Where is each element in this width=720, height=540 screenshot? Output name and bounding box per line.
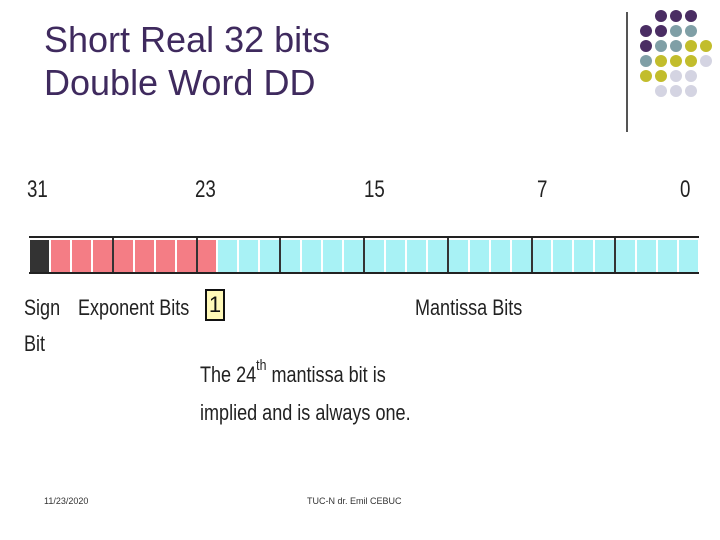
decorative-dot — [670, 55, 682, 67]
exponent-bit-cell — [91, 240, 113, 272]
decorative-dot — [670, 25, 682, 37]
decorative-divider — [626, 12, 628, 132]
decorative-dot — [670, 40, 682, 52]
mantissa-bit-cell — [657, 240, 679, 272]
decorative-dot — [700, 40, 712, 52]
decorative-dot — [685, 55, 697, 67]
mantissa-bit-cell — [384, 240, 406, 272]
decorative-dot — [655, 10, 667, 22]
mantissa-bit-cell — [573, 240, 595, 272]
mantissa-bit-cell — [678, 240, 699, 272]
footer-date: 11/23/2020 — [44, 496, 89, 506]
decorative-dot — [655, 40, 667, 52]
sign-bit-cell — [29, 240, 50, 272]
mantissa-bit-cell — [217, 240, 239, 272]
exponent-bit-cell — [112, 240, 134, 272]
note-superscript: th — [256, 357, 267, 374]
mantissa-bit-cell — [510, 240, 532, 272]
decorative-dot — [640, 25, 652, 37]
mantissa-bit-cell — [259, 240, 281, 272]
nibble-separator — [614, 238, 617, 272]
decorative-dot-grid — [0, 0, 720, 140]
bit-position-23: 23 — [195, 176, 216, 203]
decorative-dot — [685, 25, 697, 37]
title-line-2: Double Word DD — [44, 62, 316, 103]
bit-position-0: 0 — [680, 176, 691, 203]
mantissa-bit-cell — [238, 240, 260, 272]
mantissa-bit-cell — [552, 240, 574, 272]
mantissa-bit-cell — [343, 240, 364, 272]
mantissa-bit-cell — [280, 240, 302, 272]
note-line-1: The 24th mantissa bit is — [200, 356, 411, 394]
decorative-dot — [655, 85, 667, 97]
mantissa-bit-cell — [531, 240, 553, 272]
title-line-1: Short Real 32 bits — [44, 19, 331, 60]
mantissa-bit-cell — [426, 240, 448, 272]
mantissa-bit-cell — [594, 240, 616, 272]
mantissa-bit-cell — [636, 240, 658, 272]
sign-bit-label: Sign Bit — [24, 290, 60, 362]
sign-label-line-1: Sign — [24, 295, 61, 320]
nibble-separator — [363, 238, 365, 272]
mantissa-bit-cell — [447, 240, 469, 272]
decorative-dot — [685, 85, 697, 97]
note-line-2: implied and is always one. — [200, 400, 411, 425]
bit-position-7: 7 — [537, 176, 548, 203]
decorative-dot — [685, 40, 697, 52]
bit-register — [29, 236, 699, 274]
mantissa-bits-label: Mantissa Bits — [415, 295, 523, 320]
exponent-bit-cell — [196, 240, 218, 272]
exponent-bit-cell — [175, 240, 197, 272]
footer-author: TUC-N dr. Emil CEBUC — [307, 496, 402, 506]
nibble-separator — [195, 238, 198, 272]
nibble-separator — [279, 238, 282, 272]
exponent-bits-label: Exponent Bits — [78, 295, 190, 320]
mantissa-bit-cell — [615, 240, 637, 272]
mantissa-bit-cell — [489, 240, 511, 272]
exponent-bit-cell — [154, 240, 176, 272]
decorative-dot — [655, 55, 667, 67]
decorative-dot — [640, 55, 652, 67]
sign-label-line-2: Bit — [24, 331, 46, 356]
note-post: mantissa bit is — [266, 362, 386, 387]
nibble-separator — [111, 238, 114, 272]
decorative-dot — [670, 85, 682, 97]
decorative-dot — [670, 70, 682, 82]
mantissa-bit-cell — [364, 240, 385, 272]
exponent-bit-cell — [70, 240, 92, 272]
implied-bit-box: 1 — [205, 289, 225, 321]
decorative-dot — [670, 10, 682, 22]
bit-position-15: 15 — [364, 176, 385, 203]
decorative-dot — [700, 55, 712, 67]
exponent-bit-cell — [49, 240, 71, 272]
decorative-dot — [640, 40, 652, 52]
bit-position-31: 31 — [27, 176, 48, 203]
exponent-bit-cell — [133, 240, 155, 272]
decorative-dot — [685, 10, 697, 22]
note-pre: The 24 — [200, 362, 257, 387]
decorative-dot — [640, 70, 652, 82]
decorative-dot — [655, 70, 667, 82]
nibble-separator — [530, 238, 533, 272]
mantissa-bit-cell — [468, 240, 490, 272]
mantissa-bit-cell — [301, 240, 323, 272]
mantissa-bit-cell — [322, 240, 344, 272]
nibble-separator — [446, 238, 449, 272]
slide-title: Short Real 32 bits Double Word DD — [44, 18, 330, 104]
decorative-dot — [655, 25, 667, 37]
bit-position-labels: 31 23 15 7 0 — [0, 176, 720, 208]
mantissa-bit-cell — [405, 240, 427, 272]
implied-bit-note: The 24th mantissa bit is implied and is … — [200, 356, 411, 432]
decorative-dot — [685, 70, 697, 82]
